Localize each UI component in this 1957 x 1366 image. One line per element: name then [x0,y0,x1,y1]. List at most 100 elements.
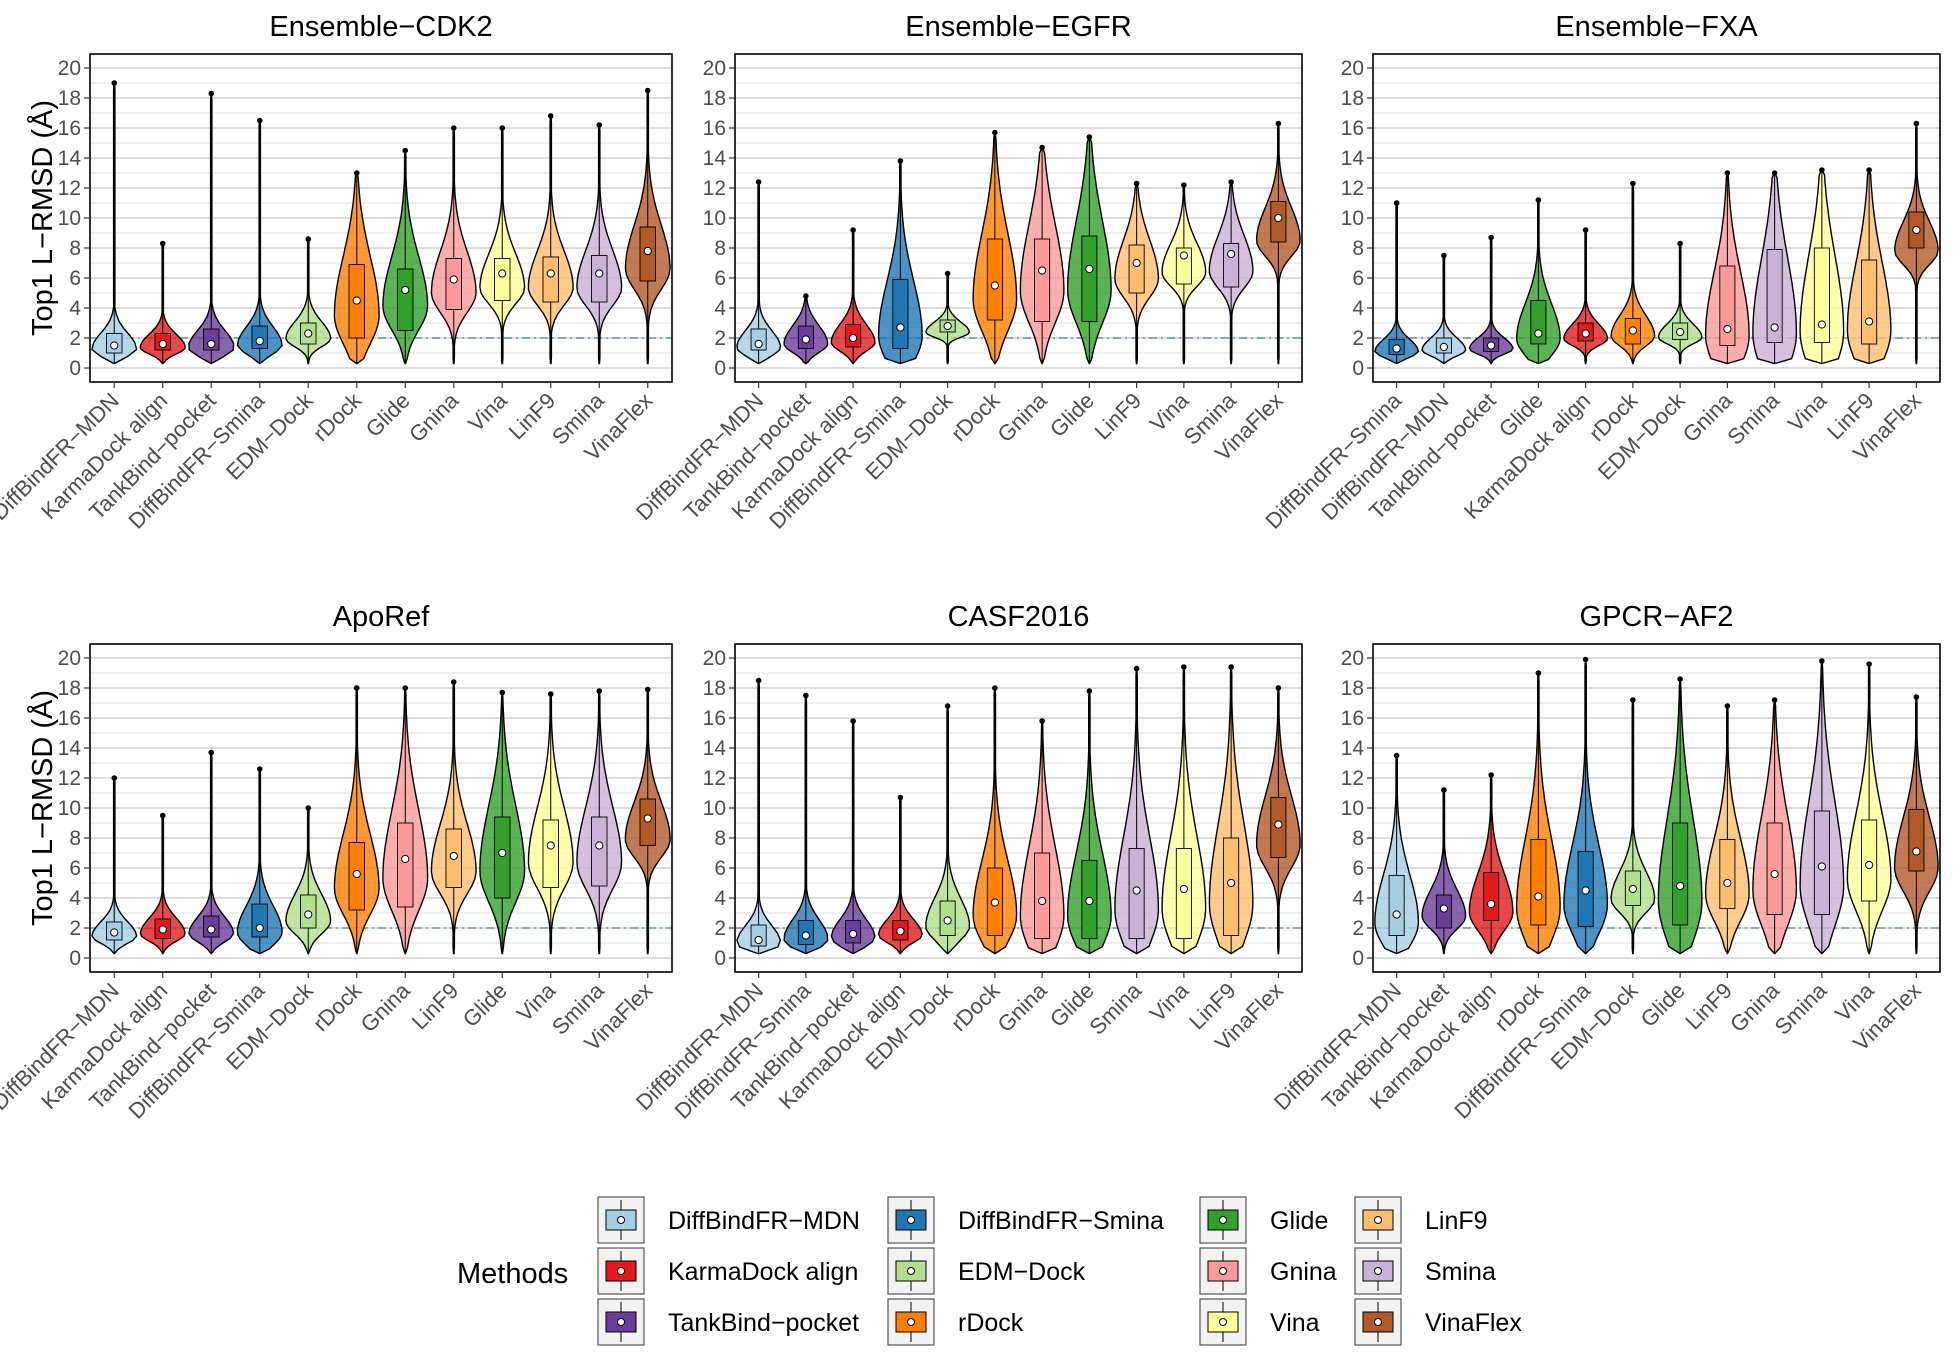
max-point [944,703,951,709]
iqr-box [1672,822,1689,926]
max-point [1393,752,1400,759]
max-point [1866,167,1872,173]
median-point [990,281,999,290]
max-point [1275,120,1282,127]
legend-key-point [617,1216,625,1224]
legend-item-diffbindfr-smina: DiffBindFR−Smina [887,1196,1164,1244]
y-tick-label: 16 [703,117,726,140]
violin-tankbind-pocket [830,718,876,955]
violin-smina [576,122,623,365]
max-point [755,677,762,684]
median-point [1676,327,1685,337]
legend-item-vinaflex: VinaFlex [1354,1298,1522,1346]
legend-key-point [1374,1318,1382,1326]
legend-key-point [1219,1318,1227,1326]
median-point [754,339,763,349]
legend-label: TankBind−pocket [668,1309,859,1337]
median-point [1227,249,1236,259]
median-point [498,848,507,858]
y-tick-label: 16 [1341,117,1364,140]
y-tick-label: 10 [1341,797,1364,820]
violin-glide [382,147,429,365]
max-point [1228,179,1234,185]
y-tick-label: 0 [1352,947,1364,970]
max-point [208,749,215,756]
max-point [111,80,118,86]
violin-rdock [1610,180,1656,365]
violin-vinaflex [1893,694,1939,955]
max-point [1228,664,1234,670]
median-point [546,841,555,850]
max-point [850,718,856,724]
iqr-box [892,279,909,349]
iqr-box [591,816,608,887]
legend-key-point [1219,1267,1227,1275]
y-tick-label: 8 [1352,827,1364,850]
y-tick-label: 4 [714,297,726,320]
median-point [401,285,410,295]
y-tick-label: 6 [1352,857,1364,880]
median-point [1628,884,1637,894]
violin-diffbindfr-smina [1374,200,1420,365]
max-point [596,688,603,694]
iqr-box [1483,872,1500,921]
y-tick-label: 6 [714,857,726,880]
y-tick-label: 20 [1341,647,1364,670]
iqr-box [1766,822,1783,915]
iqr-box [494,816,511,899]
panel-aporef: ApoRef02468101214161820DiffBindFR−MDNKar… [0,601,673,1124]
median-point [1865,317,1874,326]
median-point [1817,320,1826,329]
violin-edm-dock [285,805,332,955]
y-tick-label: 10 [58,797,81,820]
y-tick-label: 2 [69,327,81,350]
median-point [352,296,361,305]
max-point [499,689,506,696]
y-tick-label: 8 [69,827,81,850]
max-point [1535,670,1542,676]
median-point [943,321,952,331]
legend-label: DiffBindFR−Smina [958,1207,1164,1235]
iqr-box [1766,249,1783,343]
violin-smina [1752,170,1798,365]
y-tick-label: 10 [703,207,726,230]
max-point [1039,144,1045,151]
legend-key-point [907,1318,915,1326]
median-point [110,928,119,937]
median-point [1274,213,1283,223]
median-point [849,333,858,343]
y-tick-label: 12 [1341,767,1364,790]
violin-karmadock-align [139,812,186,955]
max-point [897,158,904,164]
violin-gnina [1019,718,1065,955]
legend-item-glide: Glide [1199,1196,1328,1244]
y-tick-label: 12 [58,767,81,790]
violin-glide [479,689,526,955]
violin-karmadock-align [139,240,186,365]
y-tick-label: 14 [703,147,727,170]
violin-diffbindfr-smina [1563,656,1609,955]
max-point [1039,718,1045,724]
iqr-box [1081,235,1098,322]
y-tick-label: 2 [714,327,726,350]
median-point [1534,329,1543,338]
violin-tankbind-pocket [188,749,235,955]
median-point [595,269,604,278]
violin-edm-dock [285,236,332,365]
legend-label: Vina [1270,1309,1320,1337]
legend-item-edm-dock: EDM−Dock [887,1247,1086,1295]
y-tick-label: 8 [1352,237,1364,260]
median-point [1676,881,1685,891]
legend-item-gnina: Gnina [1199,1247,1337,1295]
violin-glide [1066,134,1112,365]
legend-key-point [1374,1267,1382,1275]
median-point [990,898,999,907]
violin-karmadock-align [877,794,923,955]
iqr-box [1388,875,1405,936]
median-point [1865,860,1874,870]
violin-vinaflex [1255,120,1301,365]
max-point [111,775,118,781]
iqr-box [1719,839,1736,909]
y-tick-label: 16 [1341,707,1364,730]
max-point [1630,180,1636,187]
